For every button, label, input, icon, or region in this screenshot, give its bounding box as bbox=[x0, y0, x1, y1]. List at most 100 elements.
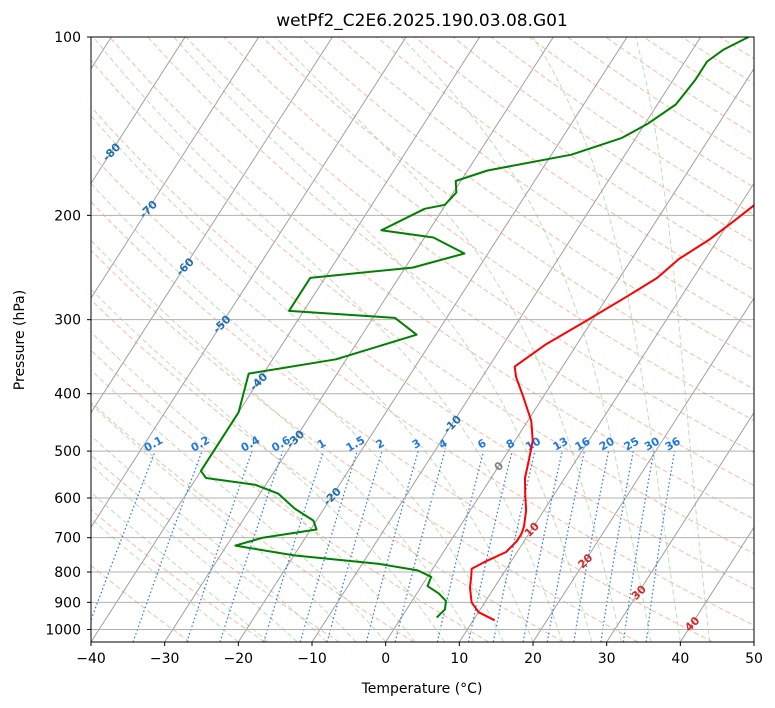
moist-adiabat bbox=[173, 37, 593, 642]
temperature-line bbox=[469, 204, 754, 622]
isotherm-label: -100 bbox=[24, 23, 53, 52]
isotherm-line bbox=[237, 37, 628, 642]
y-tick-label: 1000 bbox=[45, 622, 81, 638]
dry-adiabat bbox=[758, 37, 775, 642]
mixing-ratio-line bbox=[219, 450, 284, 642]
dry-adiabat bbox=[109, 37, 754, 520]
mixing-ratio-line bbox=[467, 450, 513, 642]
x-axis-ticks: −40 −30 −20 −10 0 10 20 30 40 50 bbox=[76, 642, 763, 667]
isotherm-line bbox=[91, 37, 260, 299]
mixing-ratio-line bbox=[573, 450, 610, 642]
dry-adiabat bbox=[91, 508, 265, 642]
moist-adiabat bbox=[91, 182, 504, 642]
mixing-ratio-line bbox=[492, 450, 536, 642]
moist-adiabat bbox=[91, 369, 387, 642]
x-axis-label: Temperature (°C) bbox=[361, 681, 483, 697]
dry-adiabat bbox=[185, 37, 754, 454]
mixing-ratio-line bbox=[263, 450, 325, 642]
dry-adiabat bbox=[91, 564, 191, 642]
mixing-ratio-label: 6 bbox=[475, 436, 488, 451]
isotherm-line bbox=[606, 411, 754, 642]
x-tick-label: 50 bbox=[745, 651, 763, 667]
dry-adiabat bbox=[91, 249, 639, 642]
moist-adiabat bbox=[532, 37, 681, 642]
isotherm-label: 20 bbox=[575, 551, 595, 571]
moist-adiabat bbox=[91, 115, 534, 642]
x-tick-label: −10 bbox=[297, 651, 327, 667]
isotherm-label: -10 bbox=[441, 413, 464, 436]
dry-adiabat bbox=[91, 200, 713, 642]
isotherm-line bbox=[679, 526, 754, 642]
dry-adiabat bbox=[223, 37, 754, 422]
dry-adiabat bbox=[91, 349, 489, 642]
isotherm-line bbox=[91, 37, 481, 642]
moist-adiabat bbox=[91, 464, 298, 642]
mixing-ratio-line bbox=[522, 450, 563, 642]
moist-adiabat bbox=[91, 239, 475, 642]
moist-adiabat bbox=[274, 37, 622, 642]
dry-adiabat bbox=[719, 37, 754, 60]
dewpoint-line bbox=[199, 37, 750, 619]
y-tick-label: 200 bbox=[54, 208, 81, 224]
isotherm-line bbox=[458, 182, 754, 642]
x-tick-label: −40 bbox=[76, 651, 106, 667]
moist-adiabat bbox=[91, 435, 328, 642]
mixing-ratio-label: 3 bbox=[410, 437, 423, 452]
dry-adiabat bbox=[91, 153, 754, 626]
x-tick-label: 40 bbox=[671, 651, 689, 667]
dry-adiabat bbox=[529, 37, 754, 189]
isotherm-label: -90 bbox=[63, 83, 86, 106]
mixing-ratio-line bbox=[365, 450, 419, 642]
mixing-ratio-label: 2 bbox=[374, 437, 387, 452]
moist-adiabat bbox=[91, 518, 239, 642]
dry-adiabat bbox=[91, 454, 340, 642]
plot-area: -100-90-80-70-60-50-40-30-20-10010203040… bbox=[24, 23, 775, 642]
chart-title: wetPf2_C2E6.2025.190.03.08.G01 bbox=[276, 11, 568, 31]
dry-adiabat bbox=[338, 37, 754, 330]
mixing-ratio-line bbox=[132, 450, 203, 642]
dry-adiabat bbox=[681, 37, 754, 85]
y-tick-label: 400 bbox=[54, 387, 81, 403]
isotherm-label: 40 bbox=[682, 614, 702, 634]
y-tick-label: 700 bbox=[54, 531, 81, 547]
isotherm-line bbox=[91, 37, 186, 185]
isotherm-line bbox=[385, 67, 754, 642]
y-axis-ticks: 1000 900 800 700 600 500 400 300 200 100 bbox=[45, 30, 91, 638]
isotherm-line bbox=[91, 37, 407, 529]
moist-adiabat bbox=[91, 403, 357, 642]
pressure-gridlines bbox=[91, 37, 754, 630]
x-tick-label: −30 bbox=[150, 651, 180, 667]
profile-lines bbox=[199, 37, 754, 622]
dry-adiabat bbox=[91, 59, 754, 555]
isotherm-label: 0 bbox=[492, 459, 507, 474]
moist-adiabat bbox=[91, 331, 416, 642]
isotherm-label: -80 bbox=[100, 140, 123, 163]
y-tick-label: 500 bbox=[54, 444, 81, 460]
dry-adiabat bbox=[376, 37, 754, 300]
x-tick-label: 20 bbox=[524, 651, 542, 667]
moist-adiabat bbox=[91, 288, 446, 642]
y-tick-label: 600 bbox=[54, 491, 81, 507]
plot-frame bbox=[90, 36, 755, 643]
isotherm-line bbox=[91, 37, 333, 414]
isotherm-line bbox=[164, 37, 554, 642]
moist-adiabat bbox=[400, 37, 652, 642]
dry-adiabats bbox=[91, 37, 775, 642]
dry-adiabat bbox=[643, 37, 754, 110]
dry-adiabat bbox=[91, 299, 564, 642]
x-tick-label: 0 bbox=[381, 651, 390, 667]
mixing-ratio-label: 4 bbox=[436, 436, 449, 451]
isotherm-label: -70 bbox=[137, 198, 160, 221]
y-tick-label: 300 bbox=[54, 313, 81, 329]
dry-adiabat bbox=[567, 37, 754, 162]
dry-adiabat bbox=[490, 37, 754, 216]
mixing-ratio-line bbox=[299, 450, 358, 642]
mixing-ratio-label: 8 bbox=[504, 437, 517, 452]
skewed-isotherms bbox=[91, 37, 754, 642]
dry-adiabat bbox=[452, 37, 754, 243]
moist-adiabat bbox=[91, 491, 269, 642]
mixing-ratio-line bbox=[394, 450, 446, 642]
isotherm-line bbox=[311, 37, 702, 642]
